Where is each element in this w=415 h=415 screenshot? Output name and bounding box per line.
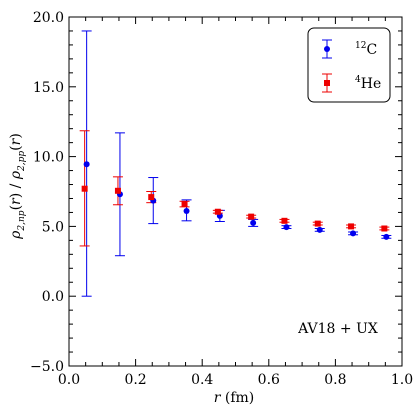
x-tick-label: 0.6 bbox=[258, 372, 280, 388]
data-point bbox=[83, 161, 90, 168]
x-axis-label-unit: (fm) bbox=[225, 390, 254, 406]
y-tick-label: 0.0 bbox=[42, 289, 64, 305]
data-point bbox=[114, 187, 121, 194]
x-tick-label: 0.8 bbox=[324, 372, 346, 388]
legend: 12C 4He bbox=[307, 27, 391, 103]
data-point bbox=[214, 208, 221, 215]
data-point bbox=[316, 226, 323, 233]
legend-marker bbox=[324, 46, 330, 52]
model-annotation: AV18 + UX bbox=[297, 321, 378, 337]
legend-label: 4He bbox=[355, 75, 381, 92]
data-point bbox=[281, 217, 288, 224]
data-point bbox=[183, 208, 190, 215]
data-point bbox=[350, 230, 357, 237]
data-point bbox=[248, 213, 255, 220]
y-tick-label: 10.0 bbox=[33, 150, 64, 166]
data-point bbox=[381, 225, 388, 232]
data-point bbox=[348, 223, 355, 230]
y-axis-label: ρ2,np(r) / ρ2,pp(r) bbox=[8, 133, 27, 240]
x-axis-label: r (fm) bbox=[214, 390, 255, 406]
x-axis-label-var: r bbox=[214, 390, 222, 406]
x-tick-label: 0.0 bbox=[58, 372, 80, 388]
data-point bbox=[148, 194, 155, 201]
data-markers bbox=[81, 161, 390, 240]
y-tick-label: 15.0 bbox=[33, 80, 64, 96]
data-point bbox=[181, 201, 188, 208]
data-point bbox=[250, 219, 257, 226]
legend-label: 12C bbox=[355, 41, 377, 58]
data-point bbox=[314, 220, 321, 227]
data-point bbox=[283, 224, 290, 231]
y-tick-label: 20.0 bbox=[33, 10, 64, 26]
x-tick-label: 0.2 bbox=[124, 372, 146, 388]
y-tick-label: 5.0 bbox=[42, 219, 64, 235]
legend-marker bbox=[324, 80, 330, 86]
data-point bbox=[383, 233, 390, 240]
axes: 0.0 0.2 0.4 0.6 0.8 1.0−5.00.05.010.015.020.0 bbox=[30, 10, 413, 388]
y-tick-label: −5.0 bbox=[30, 359, 64, 375]
x-tick-label: 0.4 bbox=[191, 372, 213, 388]
x-tick-label: 1.0 bbox=[391, 372, 413, 388]
data-point bbox=[81, 185, 88, 192]
